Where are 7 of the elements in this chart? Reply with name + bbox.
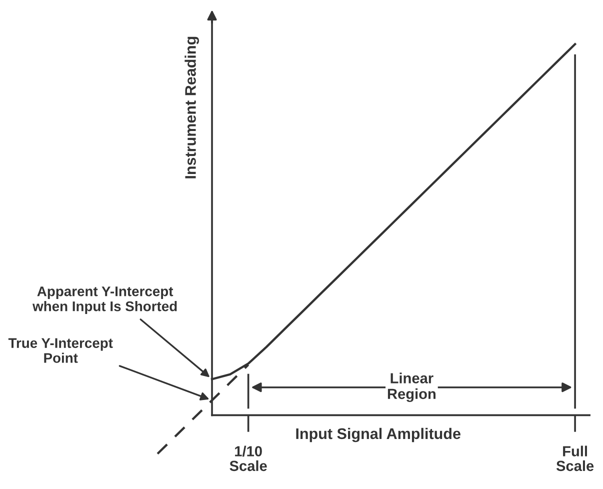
text: True Y-Intercept Point <box>8 338 113 363</box>
annotation: Apparent Y-Intercept when Input Is Shorted <box>32 286 177 314</box>
annotation: Linear Region <box>388 372 436 402</box>
x-tick-label: Full Scale <box>556 446 594 472</box>
y-axis-title: Instrument Reading <box>184 36 199 178</box>
x-axis-title: Input Signal Amplitude <box>296 428 460 442</box>
x-tick-label: 1/10 Scale <box>230 446 267 472</box>
